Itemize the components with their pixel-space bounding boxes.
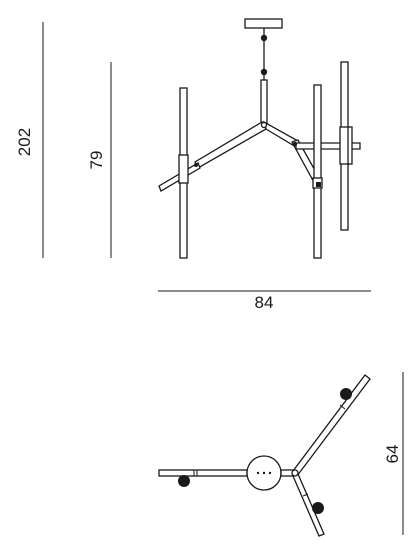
ceiling-canopy	[244, 18, 283, 29]
arm-hub-joint	[260, 121, 268, 129]
left-tube-collar	[178, 154, 189, 184]
central-stem	[260, 79, 268, 125]
front-elevation-view	[158, 18, 361, 259]
middle-right-tube-joint	[316, 182, 321, 187]
plan-canopy-dot-2	[262, 471, 266, 475]
plan-hub-joint	[291, 469, 299, 477]
left-arm	[194, 121, 267, 169]
depth-label: 64	[383, 445, 402, 464]
plan-lower-right-arm-joint	[302, 493, 309, 497]
top-plan-view	[158, 374, 371, 537]
middle-right-light-tube	[313, 84, 322, 259]
plan-lower-bulb-cap	[312, 502, 324, 514]
width-label: 84	[255, 293, 274, 312]
plan-left-bulb-cap	[178, 475, 190, 487]
plan-canopy-dot-1	[256, 471, 260, 475]
right-arm-end-joint	[293, 142, 297, 146]
plan-left-arm	[158, 469, 248, 477]
rod-joint-lower	[260, 68, 268, 76]
plan-upper-right-arm	[292, 374, 371, 478]
plan-upper-right-arm-joint	[339, 404, 346, 410]
far-right-tube-bracket	[347, 126, 353, 165]
total-height-label: 202	[15, 128, 34, 156]
plan-canopy-dot-3	[268, 471, 272, 475]
rod-joint-upper	[260, 34, 268, 42]
plan-upper-bulb-cap	[340, 388, 352, 400]
left-arm-end-joint	[194, 163, 198, 167]
body-height-label: 79	[87, 151, 106, 170]
